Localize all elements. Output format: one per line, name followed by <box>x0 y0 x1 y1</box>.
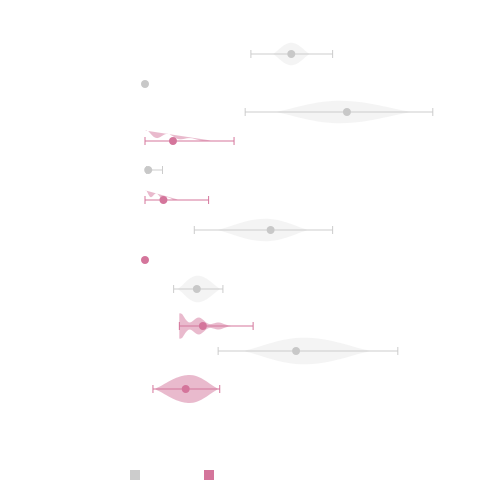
violin-row-6 <box>193 218 334 242</box>
violin-shape <box>145 190 180 200</box>
median-point <box>144 166 153 174</box>
median-point <box>342 108 351 116</box>
violin-row-5 <box>144 190 210 204</box>
violin-row-4 <box>144 166 163 174</box>
median-point <box>159 196 168 204</box>
violin-row-1 <box>141 80 149 88</box>
violin-row-10 <box>217 337 399 365</box>
violin-plot-area <box>141 42 434 403</box>
median-point <box>292 347 301 355</box>
median-point <box>192 285 201 293</box>
violin-row-8 <box>173 275 224 303</box>
median-point <box>141 256 149 264</box>
median-point <box>181 385 190 393</box>
legend-swatch-gray <box>130 470 140 480</box>
violin-row-11 <box>152 375 221 403</box>
median-point <box>198 322 207 330</box>
median-point <box>168 137 177 145</box>
median-point <box>141 80 149 88</box>
legend <box>130 470 214 480</box>
violin-row-2 <box>244 100 434 124</box>
median-point <box>287 50 296 58</box>
median-point <box>266 226 275 234</box>
violin-row-0 <box>250 42 334 66</box>
violin-row-3 <box>144 130 235 145</box>
legend-swatch-pink <box>204 470 214 480</box>
violin-row-7 <box>141 256 149 264</box>
violin-shape <box>145 130 214 141</box>
violin-row-9 <box>178 313 254 339</box>
